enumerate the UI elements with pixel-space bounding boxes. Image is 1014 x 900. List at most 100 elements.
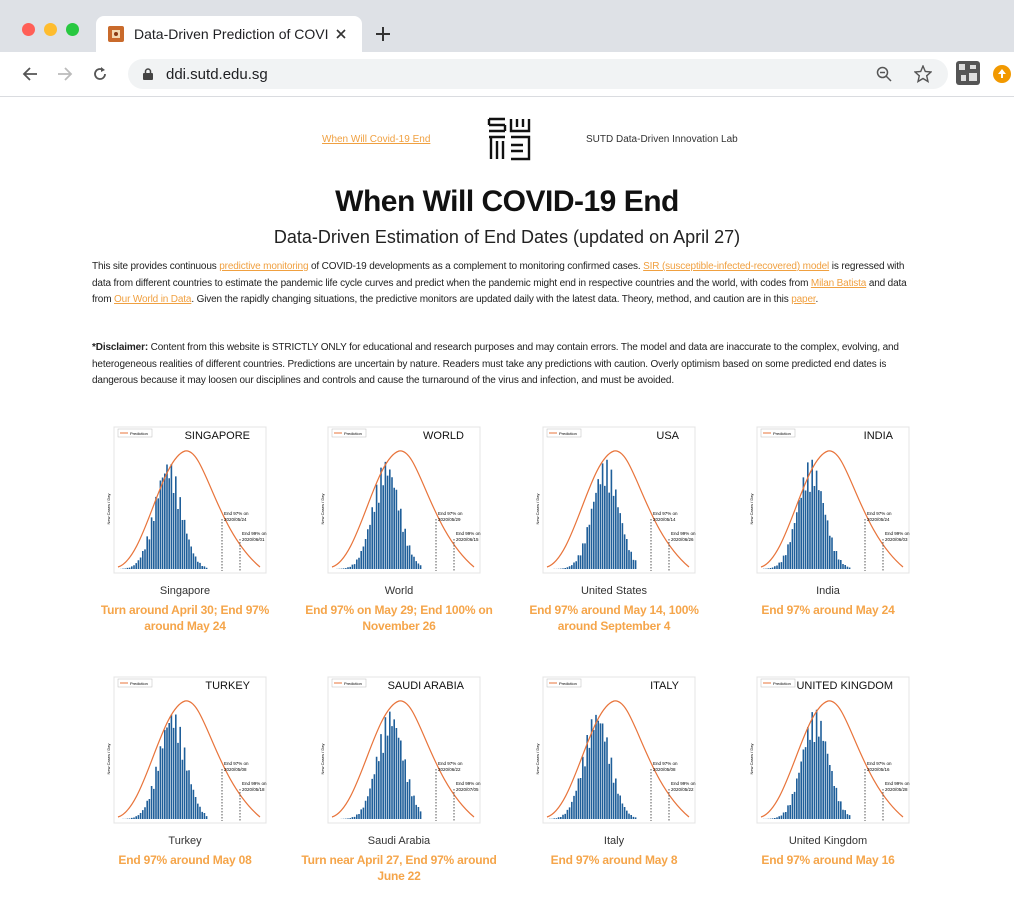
url: ddi.sutd.edu.sg [166, 66, 268, 83]
minimize-button[interactable] [44, 23, 57, 36]
end97-label: 2020/05/08 [653, 767, 676, 772]
country-chart: PredictionNew Cases / DayWORLDEnd 97% on… [314, 419, 484, 579]
end97-label: 2020/06/22 [438, 767, 461, 772]
end97-label: End 97% on [867, 511, 892, 516]
chart-title: UNITED KINGDOM [796, 680, 893, 692]
legend-label: Prediction [130, 431, 148, 436]
end97-label: 2020/05/14 [653, 517, 676, 522]
text-link[interactable]: predictive monitoring [219, 261, 308, 272]
chart-ylabel: New Cases / Day [749, 494, 754, 525]
country-name: Turkey [78, 835, 292, 847]
chart-title: ITALY [650, 680, 680, 692]
chart-ylabel: New Cases / Day [749, 744, 754, 775]
country-name: India [721, 585, 935, 597]
text-run: . [816, 294, 819, 305]
end97-label: 2020/05/24 [867, 517, 890, 522]
chart-frame [328, 677, 480, 823]
text-link[interactable]: Milan Batista [811, 278, 866, 289]
chart-title: SINGAPORE [185, 430, 250, 442]
chart-frame [328, 427, 480, 573]
country-summary: End 97% around May 16 [728, 852, 928, 868]
country-summary: End 97% on May 29; End 100% on November … [299, 602, 499, 634]
country-name: United States [507, 585, 721, 597]
country-chart: Prediction New Cases / Day INDIA End 97% on… [743, 419, 913, 579]
country-summary: Turn around April 30; End 97% around May… [85, 602, 285, 634]
text-link[interactable]: paper [791, 294, 815, 305]
chart-frame [543, 677, 695, 823]
end99-label: End 99% on [242, 531, 267, 536]
zoom-button[interactable] [66, 23, 79, 36]
back-button[interactable] [22, 66, 38, 82]
end97-label: 2020/05/16 [867, 767, 890, 772]
forward-button[interactable] [57, 66, 73, 82]
end99-label: End 99% on [456, 781, 481, 786]
end99-label: End 99% on [885, 781, 910, 786]
lab-name: SUTD Data-Driven Innovation Lab [586, 134, 738, 145]
bookmark-star[interactable] [914, 65, 932, 83]
text-link[interactable]: Our World in Data [114, 294, 191, 305]
end97-label: End 97% on [438, 761, 463, 766]
end97-label: End 97% on [224, 511, 249, 516]
sutd-logo [487, 117, 531, 161]
legend-label: Prediction [344, 431, 362, 436]
country-card: Prediction New Cases / Day SINGAPORE End 97… [78, 419, 292, 634]
chart-frame [114, 427, 266, 573]
text-run: This site provides continuous [92, 261, 219, 272]
end99-label: 2020/05/28 [885, 787, 908, 792]
browser-window: Data-Driven Prediction of COVI ddi.sutd.… [0, 0, 1014, 900]
country-card: Prediction New Cases / Day UNITED KINGDOM E… [721, 669, 935, 868]
country-name: World [292, 585, 506, 597]
end99-label: 2020/06/03 [885, 537, 908, 542]
end99-label: 2020/06/15 [456, 537, 479, 542]
legend-label: Prediction [130, 681, 148, 686]
text-run: . Given the rapidly changing situations,… [191, 294, 791, 305]
address-bar[interactable]: ddi.sutd.edu.sg [128, 59, 948, 89]
toolbar: ddi.sutd.edu.sg [0, 52, 1014, 97]
tab-bar: Data-Driven Prediction of COVI [0, 0, 1014, 52]
end99-label: 2020/06/26 [671, 537, 694, 542]
legend-label: Prediction [773, 431, 791, 436]
tab-close[interactable] [336, 29, 346, 39]
end99-label: End 99% on [885, 531, 910, 536]
country-chart: Prediction New Cases / Day UNITED KINGDOM E… [743, 669, 913, 829]
legend-label: Prediction [773, 681, 791, 686]
chart-frame [757, 427, 909, 573]
zoom-icon[interactable] [876, 66, 892, 82]
country-name: Singapore [78, 585, 292, 597]
end97-label: End 97% on [653, 761, 678, 766]
extension-icon[interactable] [956, 61, 980, 85]
chart-frame [543, 427, 695, 573]
end99-label: End 99% on [671, 531, 696, 536]
country-card: Prediction New Cases / Day INDIA End 97% on… [721, 419, 935, 618]
close-button[interactable] [22, 23, 35, 36]
legend-label: Prediction [559, 681, 577, 686]
end99-label: 2020/06/01 [242, 537, 265, 542]
tab[interactable]: Data-Driven Prediction of COVI [96, 16, 362, 52]
country-chart: PredictionNew Cases / DayTURKEYEnd 97% o… [100, 669, 270, 829]
nav-link[interactable]: When Will Covid-19 End [322, 134, 430, 145]
page-title: When Will COVID-19 End [0, 185, 1014, 219]
chart-ylabel: New Cases / Day [106, 744, 111, 775]
country-name: Saudi Arabia [292, 835, 506, 847]
new-tab[interactable] [376, 27, 390, 41]
disclaimer-label: *Disclaimer: [92, 342, 148, 353]
country-name: Italy [507, 835, 721, 847]
text-link[interactable]: SIR (susceptible-infected-recovered) mod… [643, 261, 829, 272]
country-summary: End 97% around May 08 [85, 852, 285, 868]
chart-title: INDIA [864, 430, 894, 442]
chart-frame [757, 677, 909, 823]
chart-ylabel: New Cases / Day [320, 744, 325, 775]
lock-icon [143, 68, 153, 80]
country-card: PredictionNew Cases / DayITALYEnd 97% on… [507, 669, 721, 868]
end99-label: 2020/05/22 [671, 787, 694, 792]
profile-icon[interactable] [993, 65, 1011, 83]
end97-label: 2020/05/08 [224, 767, 247, 772]
disclaimer: *Disclaimer: Content from this website i… [92, 340, 924, 390]
chart-ylabel: New Cases / Day [106, 494, 111, 525]
favicon [108, 26, 124, 42]
end97-label: 2020/05/29 [438, 517, 461, 522]
reload-button[interactable] [92, 66, 108, 82]
